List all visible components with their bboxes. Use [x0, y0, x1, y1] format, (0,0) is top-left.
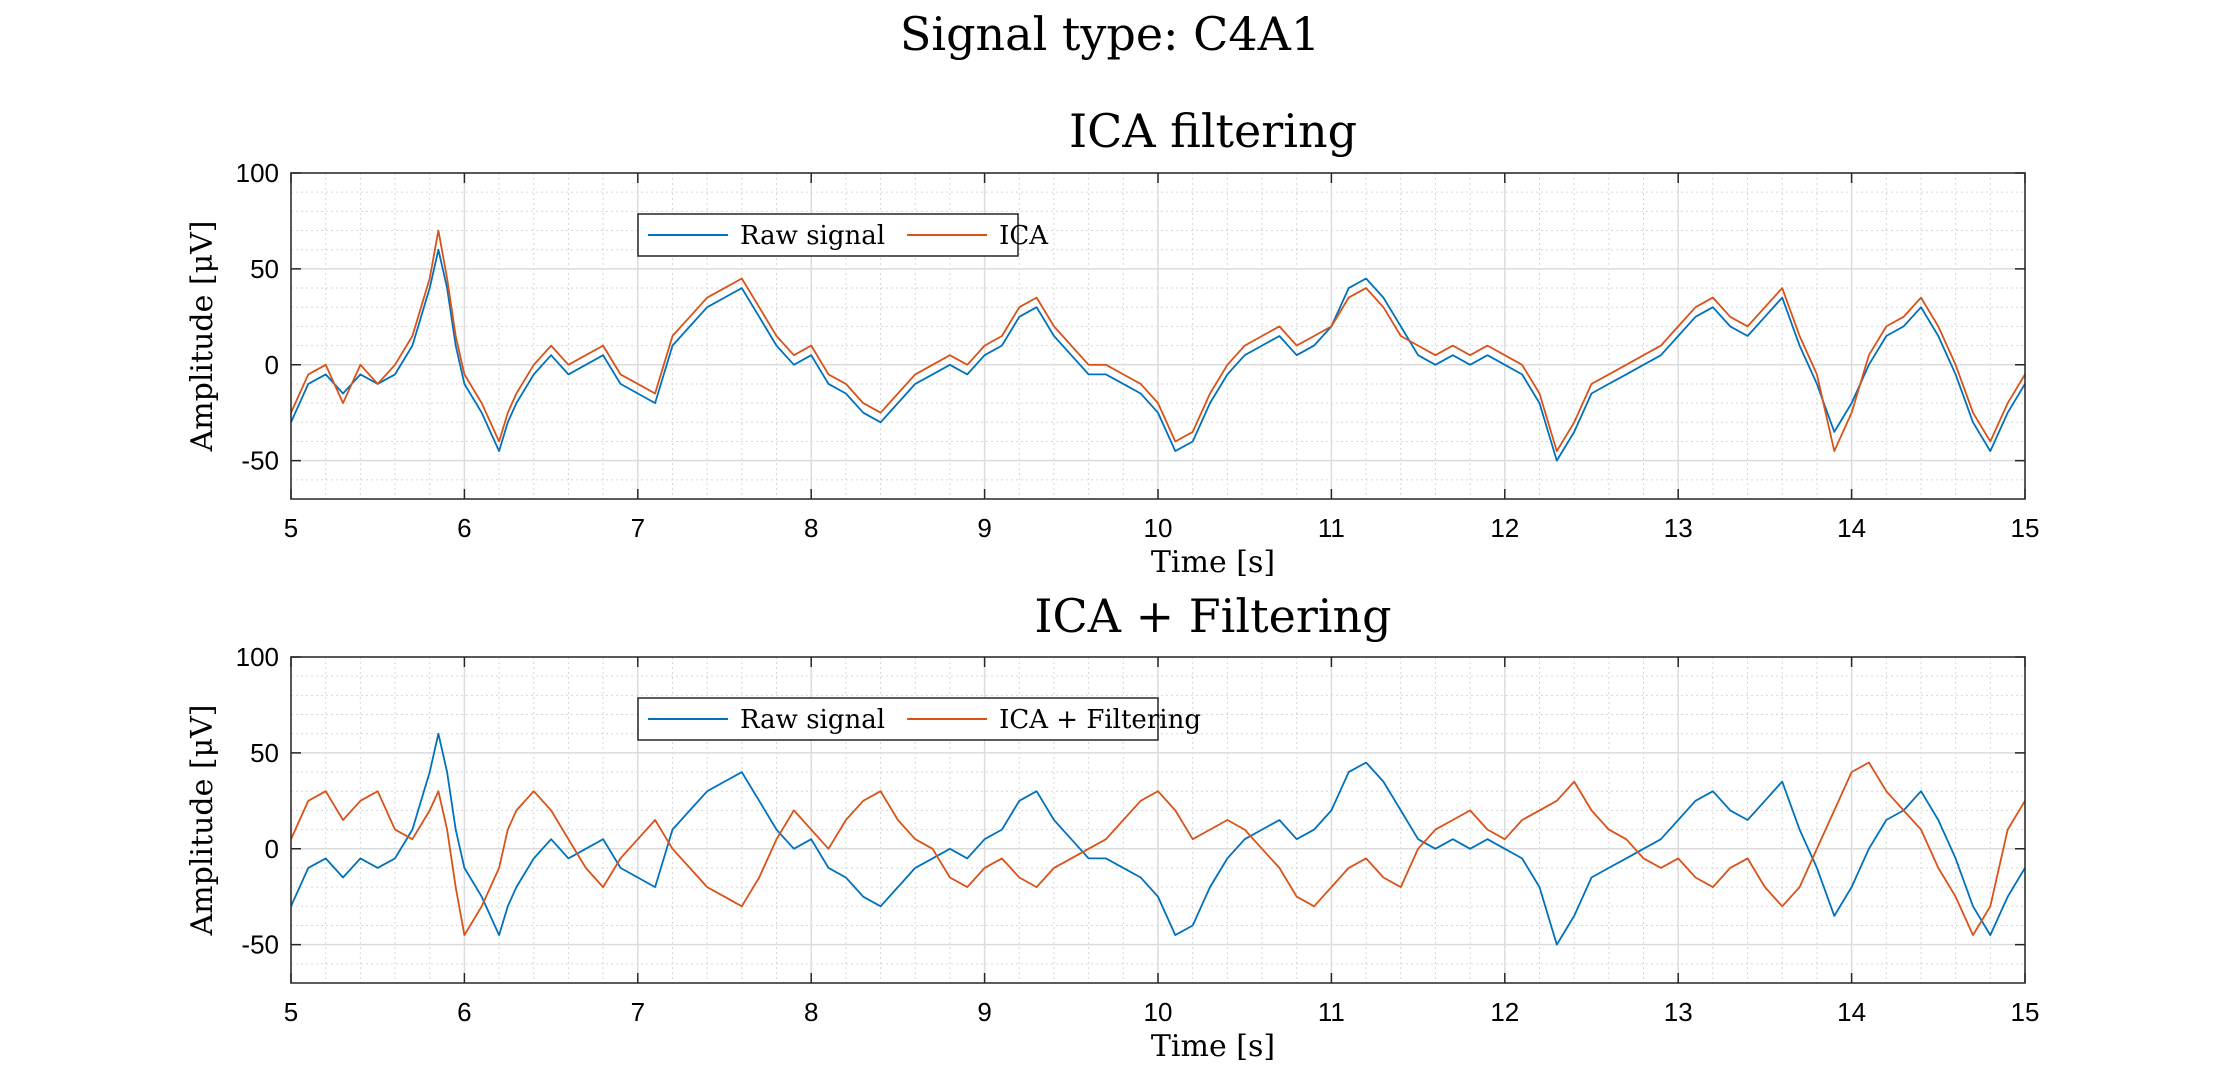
panel-ica-filtering: 5 6 7 8 9 10 11 12 13 14 15 -50 0 50 100 ICA filtering T… — [185, 104, 2039, 580]
legend: Raw signal ICA + Filtering — [637, 697, 1201, 741]
legend-entry-1: ICA + Filtering — [999, 705, 1201, 735]
x-tick-label: 14 — [1837, 997, 1866, 1027]
x-tick-label: 5 — [284, 513, 298, 543]
series-group — [291, 732, 2025, 946]
x-axis-label: Time [s] — [1151, 545, 1275, 580]
legend-entry-0: Raw signal — [740, 221, 885, 251]
x-tick-label: 12 — [1490, 513, 1519, 543]
x-axis-label: Time [s] — [1151, 1029, 1275, 1064]
x-tick-label: 9 — [977, 997, 991, 1027]
y-tick-label: 0 — [265, 350, 279, 380]
y-tick-label: 50 — [250, 738, 279, 768]
x-tick-label: 7 — [631, 513, 645, 543]
x-tick-label: 11 — [1318, 997, 1345, 1027]
panel-ica-plus-filtering: 5 6 7 8 9 10 11 12 13 14 15 -50 0 50 100 ICA + Filterin… — [185, 589, 2039, 1064]
y-tick-label: -50 — [241, 446, 279, 476]
y-tick-label: 50 — [250, 254, 279, 284]
x-tick-label: 10 — [1144, 997, 1173, 1027]
chart-title: ICA + Filtering — [1034, 589, 1391, 643]
y-tick-label: 0 — [265, 834, 279, 864]
x-tick-label: 7 — [631, 997, 645, 1027]
x-tick-label: 15 — [2011, 513, 2040, 543]
series-line-filtered — [291, 761, 2025, 936]
x-tick-label: 9 — [977, 513, 991, 543]
y-axis-label: Amplitude [μV] — [185, 221, 220, 453]
x-tick-label: 10 — [1144, 513, 1173, 543]
y-axis-label: Amplitude [μV] — [185, 705, 220, 937]
legend-entry-0: Raw signal — [740, 705, 885, 735]
y-tick-label: 100 — [236, 158, 279, 188]
x-tick-label: 6 — [457, 997, 471, 1027]
x-tick-label: 12 — [1490, 997, 1519, 1027]
y-tick-label: 100 — [236, 642, 279, 672]
tick-marks — [290, 656, 2026, 983]
series-line-raw-signal — [291, 248, 2025, 462]
x-tick-label: 13 — [1664, 997, 1693, 1027]
x-tick-label: 6 — [457, 513, 471, 543]
x-tick-label: 8 — [804, 513, 818, 543]
series-line-filtered — [291, 229, 2025, 452]
legend: Raw signal ICA — [637, 213, 1049, 257]
series-group — [291, 229, 2025, 462]
tick-marks — [290, 172, 2026, 499]
series-line-raw-signal — [291, 732, 2025, 946]
figure-suptitle: Signal type: C4A1 — [900, 7, 1320, 61]
x-tick-label: 15 — [2011, 997, 2040, 1027]
y-tick-label: -50 — [241, 930, 279, 960]
x-tick-label: 14 — [1837, 513, 1866, 543]
legend-entry-1: ICA — [999, 221, 1049, 251]
x-tick-label: 5 — [284, 997, 298, 1027]
x-tick-label: 13 — [1664, 513, 1693, 543]
x-tick-label: 8 — [804, 997, 818, 1027]
chart-title: ICA filtering — [1069, 104, 1357, 158]
x-tick-label: 11 — [1318, 513, 1345, 543]
